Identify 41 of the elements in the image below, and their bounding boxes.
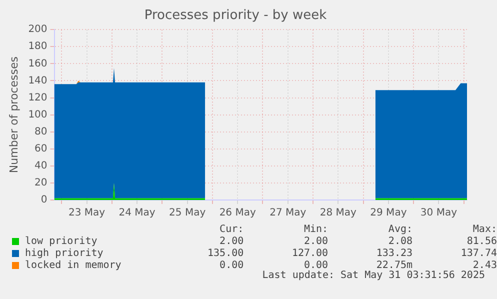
y-tick-label: 180 [28,41,48,52]
text: Cur: [218,224,244,236]
text: 137.74 [460,248,497,260]
x-tick-label: 24 May [118,208,156,219]
y-tick-label: 200 [28,24,48,36]
text: 0.00 [218,260,244,272]
y-tick-label: 80 [34,126,48,138]
y-tick-label: 100 [28,109,48,120]
y-tick-label: 40 [34,160,48,172]
x-tick-label: 30 May [420,208,458,219]
text: 2.08 [387,236,413,248]
x-tick-label: 25 May [169,208,206,219]
y-tick-label: 120 [28,92,48,104]
text: Last update: Sat May 31 03:31:56 2025 [262,270,485,281]
text: 0.00 [304,260,328,271]
text: 81.56 [466,236,497,248]
x-tick-label: 23 May [68,208,106,219]
legend-label: high priority [24,248,104,260]
y-tick-label: 60 [34,143,48,154]
text: 127.00 [290,248,328,260]
text: Min: [302,224,328,236]
text: Max: [472,224,497,236]
y-tick-label: 0 [40,194,48,206]
legend-label: low priority [24,236,98,248]
text: 133.23 [375,248,413,260]
legend-label: locked in memory [24,260,122,272]
text: 2.00 [218,236,244,248]
y-tick-label: 140 [28,75,48,86]
text: 2.43 [472,260,497,271]
x-tick-label: 29 May [370,208,407,219]
chart-title: Processes priority - by week [144,8,328,24]
x-tick-label: 28 May [320,208,357,219]
y-tick-label: 160 [28,58,48,70]
text: 22.75m [376,260,413,271]
text: 135.00 [206,248,244,260]
x-tick-label: 26 May [219,208,256,219]
text: Avg: [387,224,413,236]
text: 2.00 [302,236,328,248]
y-axis-title: Number of processes [7,56,20,174]
x-tick-label: 27 May [270,208,306,219]
y-tick-label: 20 [34,178,48,189]
